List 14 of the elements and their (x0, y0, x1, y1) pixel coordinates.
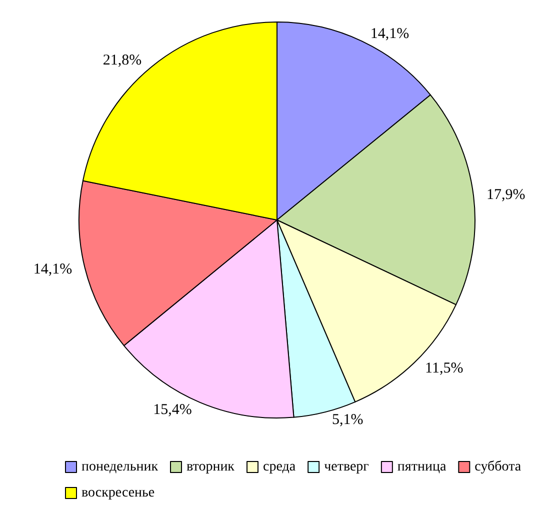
data-label: 15,4% (153, 402, 192, 418)
legend-label: вторник (186, 460, 235, 474)
legend-label: пятница (397, 460, 447, 474)
data-label: 17,9% (486, 187, 526, 204)
data-label: 11,5% (425, 360, 464, 376)
legend-label: среда (262, 460, 296, 474)
data-label: 14,1% (370, 26, 410, 42)
legend-label: воскресенье (82, 486, 155, 500)
data-label: 21,8% (102, 52, 142, 69)
data-label: 14,1% (33, 262, 72, 278)
legend-label: четверг (324, 460, 370, 474)
legend-label: суббота (474, 460, 522, 474)
data-label: 5,1% (332, 412, 364, 428)
legend-label: понедельник (82, 460, 158, 474)
